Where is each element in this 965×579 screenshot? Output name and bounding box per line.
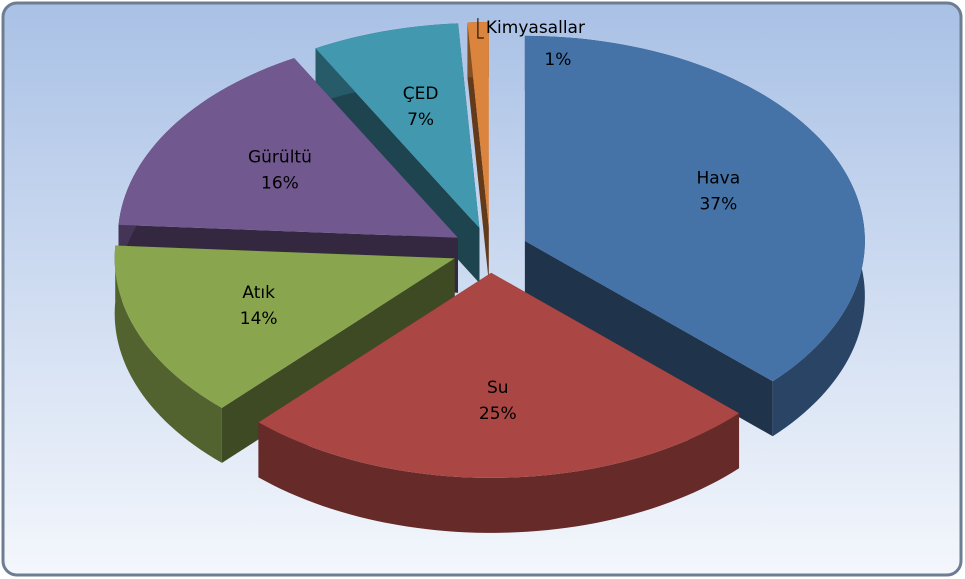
slice-label: Su — [487, 378, 509, 398]
leader-line — [477, 18, 484, 39]
slice — [467, 22, 489, 228]
slice-label: Gürültü — [248, 148, 312, 168]
slice-label: Atık — [242, 283, 275, 303]
value-label: 14% — [240, 309, 278, 329]
value-label: 16% — [261, 174, 299, 194]
value-label: 25% — [479, 404, 517, 424]
slice — [524, 35, 865, 437]
slice — [467, 22, 489, 283]
slice-label: Hava — [696, 168, 740, 188]
value-label: 7% — [407, 110, 434, 130]
slice — [258, 272, 740, 478]
value-label: 1% — [544, 50, 571, 70]
slice-label: Kimyasallar — [486, 18, 585, 38]
slice-side — [114, 245, 222, 463]
slice — [118, 58, 458, 238]
slice — [114, 245, 455, 408]
slice-label: ÇED — [403, 84, 439, 104]
slice-side — [258, 413, 740, 533]
value-label: 37% — [699, 194, 737, 214]
slice-side — [467, 22, 489, 283]
slice — [258, 272, 740, 533]
slice-side — [524, 240, 773, 437]
slice — [315, 23, 480, 228]
slice — [524, 35, 865, 382]
